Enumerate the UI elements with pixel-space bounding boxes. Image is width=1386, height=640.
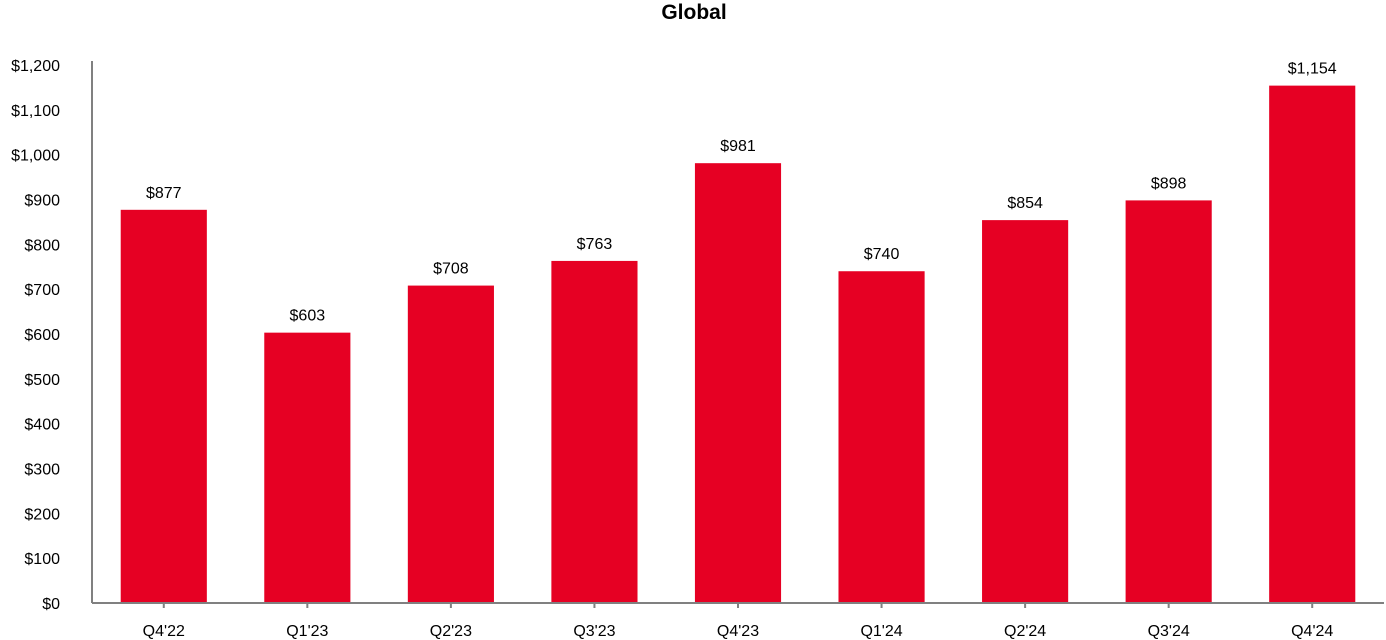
x-tick-label: Q3'23 bbox=[573, 623, 615, 640]
data-label: $898 bbox=[1151, 175, 1187, 192]
data-label: $763 bbox=[577, 236, 613, 253]
y-tick-label: $1,000 bbox=[11, 148, 60, 165]
data-labels: $877 $603 $708 $763 $981 $740 $854 $898 $1,154 bbox=[146, 61, 1337, 325]
y-tick-label: $400 bbox=[24, 417, 60, 434]
data-label: $708 bbox=[433, 261, 469, 278]
bar bbox=[264, 332, 351, 603]
y-tick-label: $600 bbox=[24, 327, 60, 344]
x-tick-label: Q2'24 bbox=[1004, 623, 1046, 640]
y-tick-label: $900 bbox=[24, 193, 60, 210]
x-tick-label: Q4'23 bbox=[717, 623, 759, 640]
bar bbox=[551, 260, 638, 603]
data-label: $877 bbox=[146, 185, 182, 202]
x-tick-label: Q4'24 bbox=[1291, 623, 1333, 640]
y-tick-label: $0 bbox=[42, 596, 60, 613]
bar bbox=[838, 271, 925, 603]
y-tick-label: $500 bbox=[24, 372, 60, 389]
data-label: $740 bbox=[864, 246, 900, 263]
x-tick-label: Q4'22 bbox=[143, 623, 185, 640]
bars bbox=[120, 85, 1356, 604]
data-label: $981 bbox=[720, 138, 756, 155]
y-tick-label: $300 bbox=[24, 462, 60, 479]
bar bbox=[120, 209, 207, 604]
y-tick-label: $1,100 bbox=[11, 103, 60, 120]
bar bbox=[694, 163, 782, 603]
x-tick-label: Q3'24 bbox=[1148, 623, 1190, 640]
bar bbox=[1269, 85, 1356, 603]
y-tick-label: $200 bbox=[24, 506, 60, 523]
y-tick-label: $100 bbox=[24, 551, 60, 568]
data-label: $1,154 bbox=[1288, 61, 1337, 78]
x-axis: Q4'22 Q1'23 Q2'23 Q3'23 Q4'23 Q1'24 Q2'24 Q3'24… bbox=[92, 602, 1384, 640]
chart-title: Global bbox=[661, 1, 726, 24]
y-axis: $0 $100 $200 $300 $400 $500 $600 $700 $800 $900 $1… bbox=[11, 58, 93, 613]
y-tick-label: $1,200 bbox=[11, 58, 60, 75]
bar bbox=[1125, 200, 1212, 603]
data-label: $854 bbox=[1007, 195, 1043, 212]
x-tick-label: Q2'23 bbox=[430, 623, 472, 640]
y-tick-label: $800 bbox=[24, 237, 60, 254]
bar bbox=[982, 220, 1069, 603]
bar bbox=[407, 285, 494, 603]
x-tick-label: Q1'23 bbox=[286, 623, 328, 640]
y-tick-label: $700 bbox=[24, 282, 60, 299]
x-tick-label: Q1'24 bbox=[860, 623, 902, 640]
data-label: $603 bbox=[290, 308, 326, 325]
